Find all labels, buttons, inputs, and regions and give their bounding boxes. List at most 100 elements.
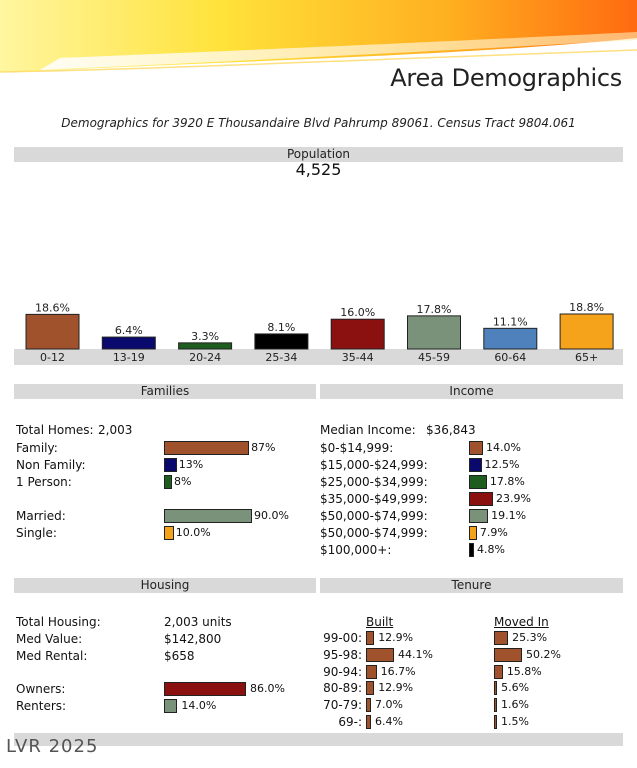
watermark: LVR 2025 <box>6 736 99 757</box>
population-category-label: 20-24 <box>189 351 221 364</box>
tenure-built-bar <box>366 715 371 729</box>
income-header: Income <box>449 384 494 398</box>
total-homes-label: Total Homes: <box>16 423 94 437</box>
tenure-built-value: 6.4% <box>375 715 403 728</box>
housing-info-label: Total Housing: <box>16 615 101 629</box>
families-row-label: Family: <box>16 441 58 455</box>
income-header-bar <box>320 384 623 399</box>
total-homes-value: 2,003 <box>98 423 133 437</box>
population-category-label: 65+ <box>575 351 598 364</box>
population-bar <box>483 327 538 350</box>
population-bar-label: 11.1% <box>493 315 528 328</box>
tenure-moved-value: 50.2% <box>526 647 561 661</box>
income-bar-value: 14.0% <box>486 441 521 454</box>
families-row-label: 1 Person: <box>16 475 72 489</box>
tenure-row-label: 95-98: <box>323 647 362 662</box>
housing-bar <box>164 699 178 713</box>
tenure-row-label: 90-94: <box>323 664 362 679</box>
population-bar-label: 16.0% <box>340 306 375 319</box>
income-bar <box>469 509 489 523</box>
income-bar-value: 17.8% <box>489 475 525 488</box>
housing-header: Housing <box>140 578 190 592</box>
population-total: 4,525 <box>295 160 342 179</box>
families-bar-value: 87% <box>251 441 276 454</box>
population-bar-label: 18.8% <box>569 301 604 314</box>
income-bar-value: 12.5% <box>484 458 520 471</box>
tenure-moved-bar <box>494 631 509 645</box>
housing-row-label: Renters: <box>16 699 67 713</box>
income-bar <box>469 475 487 489</box>
housing-info-value: 2,003 units <box>164 615 232 629</box>
income-row-label: $0-$14,999: <box>320 441 394 455</box>
tenure-row-label: 99-00: <box>323 631 362 645</box>
population-axis-band <box>14 349 623 365</box>
income-bar-value: 23.9% <box>496 492 531 505</box>
population-category-label: 25-34 <box>265 351 297 364</box>
population-category-label: 35-44 <box>342 351 374 364</box>
tenure-header-bar <box>320 578 623 593</box>
population-bar <box>101 336 156 350</box>
tenure-moved-bar <box>494 647 522 662</box>
population-header: Population <box>286 147 351 161</box>
families-bar-value: 8% <box>174 475 192 488</box>
population-bar-label: 18.6% <box>35 301 70 314</box>
tenure-header: Tenure <box>451 578 492 592</box>
tenure-built-bar <box>366 698 371 713</box>
median-income-label: Median Income: <box>320 423 416 437</box>
income-bar-value: 7.9% <box>479 526 508 539</box>
median-income-value: $36,843 <box>426 423 476 437</box>
tenure-row-label: 70-79: <box>323 698 362 713</box>
income-bar <box>469 492 493 506</box>
housing-info-label: Med Value: <box>16 632 83 646</box>
population-bar <box>330 318 385 350</box>
tenure-built-bar <box>366 631 375 645</box>
population-bar-label: 3.3% <box>191 330 219 343</box>
housing-info-label: Med Rental: <box>16 649 88 663</box>
tenure-built-header: Built <box>366 615 394 629</box>
families-row-label: Non Family: <box>16 458 86 472</box>
income-row-label: $15,000-$24,999: <box>320 458 428 472</box>
housing-bar-value: 86.0% <box>250 682 285 695</box>
families-bar-value: 13% <box>178 458 204 471</box>
families-bar <box>164 458 177 472</box>
tenure-built-bar <box>366 681 375 696</box>
income-row-label: $100,000+: <box>320 543 392 557</box>
families-bar-value: 90.0% <box>254 509 289 522</box>
families-bar <box>164 475 172 489</box>
tenure-moved-bar <box>494 664 503 679</box>
families-bar-value: 10.0% <box>175 526 211 539</box>
families-row-label: Single: <box>16 526 57 540</box>
income-bar <box>469 543 474 557</box>
population-category-label: 60-64 <box>494 351 526 364</box>
population-bar-label: 6.4% <box>115 324 143 337</box>
income-bar-value: 4.8% <box>477 543 505 556</box>
income-bar-value: 19.1% <box>491 509 527 522</box>
population-chart: 18.6% 0-12 6.4% 13-19 3.3% 20-24 8.1% 25-34 16.0… <box>14 301 623 365</box>
housing-bar <box>164 682 246 696</box>
tenure-moved-bar <box>494 681 498 696</box>
families-bar <box>164 509 252 523</box>
income-row-label: $50,000-$74,999: <box>320 509 428 523</box>
housing-info-value: $658 <box>164 649 195 663</box>
tenure-built-value: 12.9% <box>378 681 414 695</box>
housing-info-value: $142,800 <box>164 632 222 646</box>
header-banner <box>0 0 637 73</box>
tenure-moved-bar <box>494 715 497 729</box>
population-bar <box>25 313 80 350</box>
housing-bar-value: 14.0% <box>181 699 217 712</box>
footer-bar <box>14 733 623 746</box>
income-row-label: $25,000-$34,999: <box>320 475 428 489</box>
tenure-built-value: 7.0% <box>375 698 403 712</box>
tenure-moved-value: 5.6% <box>501 681 530 695</box>
population-bar-label: 17.8% <box>417 303 452 316</box>
tenure-row-label: 69-: <box>338 715 362 729</box>
population-category-label: 13-19 <box>113 351 145 364</box>
page-title: Area Demographics <box>390 64 622 92</box>
tenure-built-bar <box>366 664 377 679</box>
income-bar <box>469 441 484 455</box>
tenure-built-bar <box>366 647 394 662</box>
tenure-moved-header: Moved In <box>494 615 549 629</box>
tenure-built-value: 44.1% <box>398 647 433 661</box>
tenure-moved-bar <box>494 698 497 713</box>
housing-row-label: Owners: <box>16 682 66 696</box>
